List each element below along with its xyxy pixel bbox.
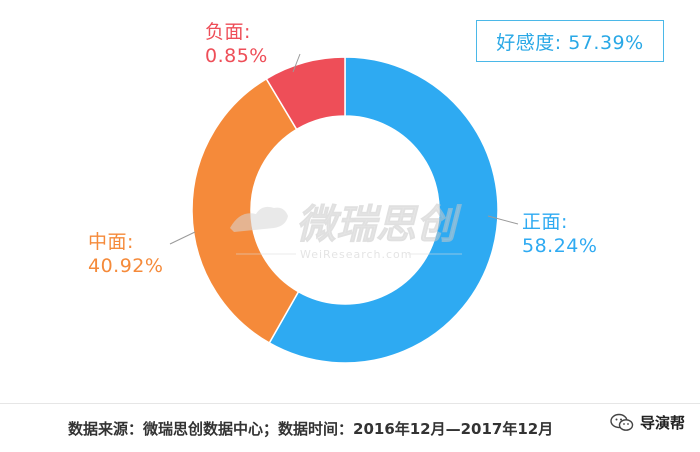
watermark-logo-icon bbox=[230, 206, 288, 232]
label-negative-value: 0.85% bbox=[205, 45, 268, 67]
donut-slices bbox=[191, 56, 499, 364]
footer-divider bbox=[0, 403, 700, 404]
account-name: 导演帮 bbox=[640, 414, 686, 432]
leader-neutral bbox=[169, 231, 196, 245]
footer: 数据来源：微瑞思创数据中心；数据时间：2016年12月—2017年12月 导演帮 bbox=[0, 404, 700, 452]
slice-positive bbox=[268, 56, 499, 364]
label-positive-value: 58.24% bbox=[522, 235, 598, 257]
leader-positive bbox=[487, 215, 519, 225]
label-positive: 正面: 58.24% bbox=[522, 210, 597, 258]
label-positive-name: 正面: bbox=[522, 211, 568, 233]
donut-chart: 微瑞思创 WeiResearch.com bbox=[169, 53, 519, 364]
wechat-icon bbox=[610, 413, 634, 431]
leader-negative bbox=[292, 53, 301, 73]
watermark-url: WeiResearch.com bbox=[300, 248, 413, 261]
label-neutral-name: 中面: bbox=[88, 231, 134, 253]
favorability-text: 好感度: 57.39% bbox=[496, 31, 644, 54]
data-source-text: 数据来源：微瑞思创数据中心；数据时间：2016年12月—2017年12月 bbox=[68, 420, 554, 438]
favorability-badge: 好感度: 57.39% bbox=[476, 20, 664, 62]
leader-lines bbox=[169, 53, 519, 245]
label-negative-name: 负面: bbox=[205, 21, 251, 43]
label-neutral-value: 40.92% bbox=[88, 255, 164, 277]
label-neutral: 中面: 40.92% bbox=[88, 230, 163, 278]
slice-neutral bbox=[191, 77, 300, 344]
watermark-brand: 微瑞思创 bbox=[296, 202, 462, 248]
label-negative: 负面: 0.85% bbox=[205, 20, 268, 68]
slice-negative bbox=[265, 56, 346, 131]
watermark: 微瑞思创 WeiResearch.com bbox=[230, 202, 462, 261]
wechat-account[interactable]: 导演帮 bbox=[610, 412, 686, 433]
